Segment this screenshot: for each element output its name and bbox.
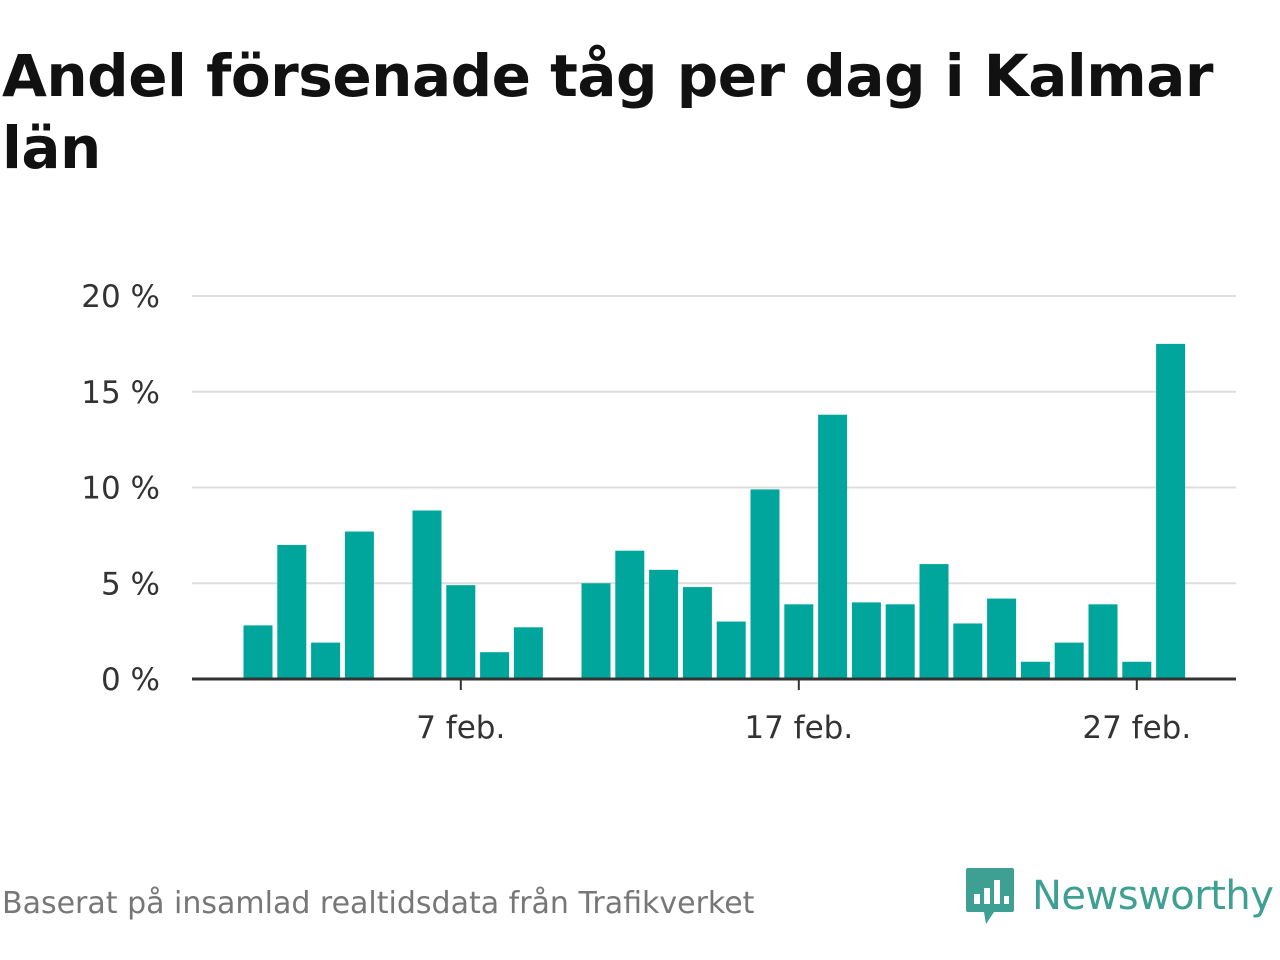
- bar: [885, 604, 915, 679]
- bar: [446, 585, 476, 679]
- bar: [513, 627, 543, 679]
- bar: [953, 623, 983, 679]
- y-tick-label: 5 %: [101, 566, 160, 602]
- y-tick-label: 10 %: [81, 471, 160, 507]
- x-tick-label: 27 feb.: [1082, 710, 1191, 746]
- bar: [344, 531, 374, 679]
- bar: [1054, 642, 1084, 679]
- bar: [1020, 661, 1050, 679]
- bar: [716, 621, 746, 679]
- source-note: Baserat på insamlad realtidsdata från Tr…: [2, 886, 755, 921]
- chart-title: Andel försenade tåg per dag i Kalmar län: [2, 42, 1213, 182]
- newsworthy-logo-icon: [966, 868, 1014, 924]
- bar: [311, 642, 341, 679]
- brand[interactable]: Newsworthy: [964, 864, 1274, 928]
- bar: [649, 569, 679, 679]
- bar: [243, 625, 273, 679]
- y-tick-label: 20 %: [81, 279, 160, 315]
- bar: [987, 598, 1017, 679]
- bar: [1088, 604, 1118, 679]
- bars: [243, 343, 1186, 679]
- axes: 0 % 5 % 10 % 15 % 20 % 7 feb. 17 feb. 27 feb.: [81, 279, 1236, 746]
- bar: [851, 602, 881, 679]
- bar: [919, 564, 949, 679]
- x-tick-label: 17 feb.: [744, 710, 853, 746]
- bar: [682, 587, 712, 679]
- y-tick-label: 15 %: [81, 375, 160, 411]
- x-tick-label: 7 feb.: [416, 710, 505, 746]
- bar: [784, 604, 814, 679]
- bar: [480, 652, 510, 679]
- bar: [1122, 661, 1152, 679]
- brand-name: Newsworthy: [1032, 873, 1274, 919]
- bar: [1156, 343, 1186, 679]
- bar: [581, 583, 611, 679]
- bar: [615, 550, 645, 679]
- y-tick-label: 0 %: [101, 662, 160, 698]
- bar: [750, 489, 780, 679]
- bar: [277, 544, 307, 679]
- bar: [412, 510, 442, 679]
- bar: [818, 414, 848, 679]
